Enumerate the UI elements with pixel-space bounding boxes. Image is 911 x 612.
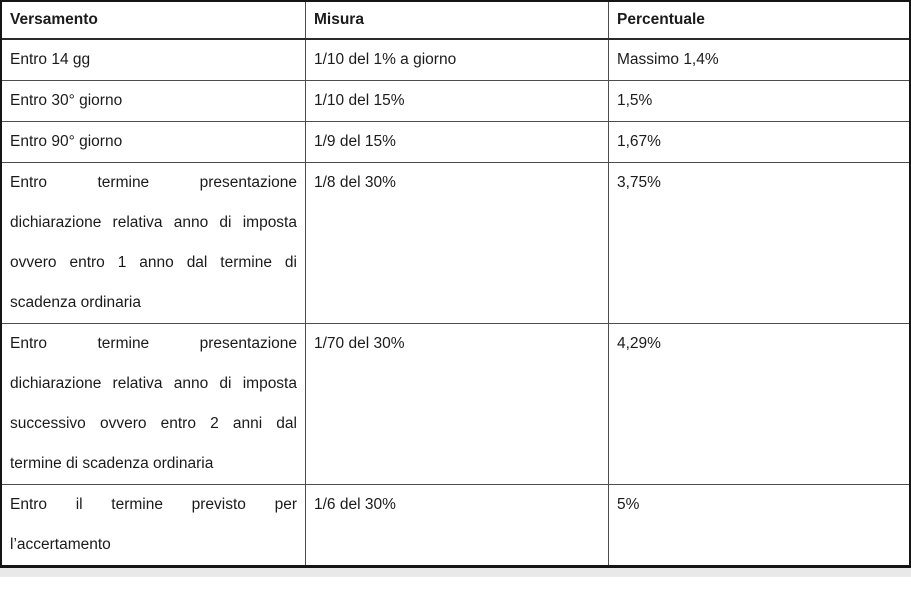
sanctions-table: Versamento Misura Percentuale Entro 14 g… [0,0,911,568]
cell-versamento: Entro 30° giorno [10,92,123,109]
cell-misura: 1/10 del 15% [305,81,608,121]
cell-versamento: Entro termine presentazione dichiarazion… [10,174,297,311]
cell-percentuale: Massimo 1,4% [608,40,909,80]
column-header-versamento: Versamento [10,11,98,28]
cell-misura: 1/6 del 30% [305,485,608,565]
page-bottom-band [0,568,911,577]
column-header-percentuale: Percentuale [608,2,909,38]
cell-percentuale: 1,67% [608,122,909,162]
table-row: Entro termine presentazione dichiarazion… [2,163,909,324]
cell-misura: 1/10 del 1% a giorno [305,40,608,80]
cell-misura: 1/9 del 15% [305,122,608,162]
cell-percentuale: 3,75% [608,163,909,323]
cell-percentuale: 4,29% [608,324,909,484]
column-header-misura: Misura [305,2,608,38]
table-row: Entro 90° giorno 1/9 del 15% 1,67% [2,122,909,163]
table-body: Entro 14 gg 1/10 del 1% a giorno Massimo… [2,40,909,565]
table-header-row: Versamento Misura Percentuale [2,2,909,40]
table-row: Entro termine presentazione dichiarazion… [2,324,909,485]
cell-misura: 1/70 del 30% [305,324,608,484]
table-row: Entro 30° giorno 1/10 del 15% 1,5% [2,81,909,122]
cell-versamento: Entro termine presentazione dichiarazion… [10,335,297,472]
cell-percentuale: 5% [608,485,909,565]
table-row: Entro il termine previsto per l’accertam… [2,485,909,565]
cell-versamento: Entro 90° giorno [10,133,123,150]
cell-misura: 1/8 del 30% [305,163,608,323]
cell-versamento: Entro 14 gg [10,51,91,68]
table-row: Entro 14 gg 1/10 del 1% a giorno Massimo… [2,40,909,81]
cell-percentuale: 1,5% [608,81,909,121]
cell-versamento: Entro il termine previsto per l’accertam… [10,496,297,553]
